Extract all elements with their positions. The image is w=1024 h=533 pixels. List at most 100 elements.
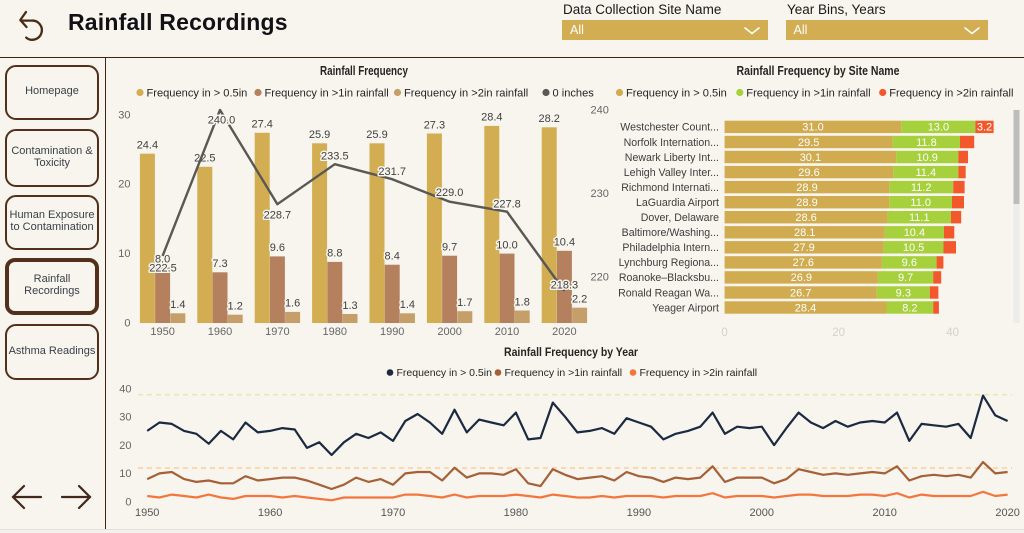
svg-text:1.3: 1.3 — [342, 300, 357, 312]
svg-text:Frequency in >1in rainfall: Frequency in >1in rainfall — [265, 88, 389, 100]
svg-text:11.8: 11.8 — [916, 137, 937, 149]
svg-text:1990: 1990 — [627, 507, 651, 519]
svg-text:11.0: 11.0 — [910, 197, 931, 209]
svg-text:9.6: 9.6 — [902, 257, 917, 269]
svg-text:1950: 1950 — [150, 326, 174, 338]
svg-text:27.6: 27.6 — [793, 257, 814, 269]
svg-text:Lynchburg Regiona...: Lynchburg Regiona... — [619, 257, 719, 269]
svg-text:Baltimore/Washing...: Baltimore/Washing... — [622, 227, 719, 239]
svg-text:20: 20 — [832, 327, 845, 339]
svg-text:1970: 1970 — [265, 326, 289, 338]
svg-text:10.4: 10.4 — [554, 237, 575, 249]
svg-text:2000: 2000 — [437, 326, 461, 338]
svg-text:Dover, Delaware: Dover, Delaware — [641, 212, 719, 224]
svg-text:28.2: 28.2 — [538, 113, 559, 125]
svg-text:8.0: 8.0 — [155, 253, 170, 265]
svg-text:Rainfall Frequency by Site Nam: Rainfall Frequency by Site Name — [737, 64, 900, 78]
svg-text:1960: 1960 — [208, 326, 232, 338]
svg-text:Frequency in >2in rainfall: Frequency in >2in rainfall — [404, 88, 528, 100]
svg-text:1950: 1950 — [135, 507, 159, 519]
svg-text:2010: 2010 — [872, 507, 896, 519]
svg-text:28.4: 28.4 — [481, 112, 502, 124]
svg-text:30.1: 30.1 — [800, 152, 821, 164]
svg-text:9.7: 9.7 — [898, 272, 913, 284]
svg-text:Frequency in >2in rainfall: Frequency in >2in rainfall — [640, 367, 758, 379]
svg-text:27.4: 27.4 — [251, 119, 272, 131]
svg-text:8.8: 8.8 — [327, 248, 342, 260]
svg-text:13.0: 13.0 — [928, 122, 949, 134]
svg-text:Yeager Airport: Yeager Airport — [652, 302, 719, 314]
svg-text:Lehigh Valley Inter...: Lehigh Valley Inter... — [624, 167, 719, 179]
svg-text:1970: 1970 — [381, 507, 405, 519]
svg-text:1.6: 1.6 — [285, 298, 300, 310]
svg-text:28.6: 28.6 — [795, 212, 816, 224]
svg-text:0: 0 — [125, 497, 131, 509]
svg-text:25.9: 25.9 — [309, 129, 330, 141]
svg-text:11.2: 11.2 — [911, 182, 932, 194]
svg-text:Philadelphia Intern...: Philadelphia Intern... — [622, 242, 719, 254]
svg-text:29.5: 29.5 — [798, 137, 819, 149]
svg-text:11.1: 11.1 — [909, 212, 930, 224]
svg-text:9.7: 9.7 — [442, 242, 457, 254]
svg-text:2020: 2020 — [995, 507, 1019, 519]
svg-text:Ronald Reagan Wa...: Ronald Reagan Wa... — [618, 287, 719, 299]
svg-text:218.3: 218.3 — [551, 280, 579, 292]
svg-text:26.9: 26.9 — [791, 272, 812, 284]
svg-text:0: 0 — [124, 318, 130, 330]
svg-text:2.2: 2.2 — [572, 294, 587, 306]
svg-text:1.2: 1.2 — [228, 301, 243, 313]
svg-text:26.7: 26.7 — [790, 287, 811, 299]
svg-text:7.3: 7.3 — [212, 258, 227, 270]
svg-text:28.4: 28.4 — [795, 302, 816, 314]
svg-text:25.9: 25.9 — [366, 129, 387, 141]
svg-text:Westchester Count...: Westchester Count... — [620, 122, 719, 134]
svg-text:240.0: 240.0 — [208, 115, 236, 127]
svg-text:1.4: 1.4 — [170, 299, 185, 311]
svg-text:Newark Liberty Int...: Newark Liberty Int... — [625, 152, 719, 164]
svg-text:233.5: 233.5 — [321, 151, 349, 163]
svg-text:Rainfall Frequency by Year: Rainfall Frequency by Year — [504, 345, 638, 359]
svg-text:Frequency in > 0.5in: Frequency in > 0.5in — [397, 367, 493, 379]
svg-text:11.4: 11.4 — [916, 167, 937, 179]
svg-text:222.5: 222.5 — [149, 263, 177, 275]
svg-text:Norfolk Internation...: Norfolk Internation... — [624, 137, 719, 149]
svg-text:27.9: 27.9 — [793, 242, 814, 254]
svg-text:20: 20 — [119, 440, 131, 452]
svg-text:10: 10 — [119, 468, 131, 480]
svg-text:Frequency in > 0.5in: Frequency in > 0.5in — [147, 88, 248, 100]
svg-text:10: 10 — [118, 248, 130, 260]
svg-text:31.0: 31.0 — [802, 122, 823, 134]
svg-text:40: 40 — [119, 383, 131, 395]
svg-text:1.7: 1.7 — [457, 297, 472, 309]
svg-text:8.2: 8.2 — [902, 302, 917, 314]
svg-text:9.3: 9.3 — [896, 287, 911, 299]
svg-text:Frequency in >1in rainfall: Frequency in >1in rainfall — [505, 367, 623, 379]
svg-text:229.0: 229.0 — [436, 187, 464, 199]
svg-text:Frequency in >1in rainfall: Frequency in >1in rainfall — [746, 88, 870, 100]
svg-text:2020: 2020 — [552, 326, 576, 338]
svg-text:Frequency in > 0.5in: Frequency in > 0.5in — [626, 88, 727, 100]
svg-text:29.6: 29.6 — [798, 167, 819, 179]
svg-text:1960: 1960 — [258, 507, 282, 519]
svg-text:1.8: 1.8 — [515, 296, 530, 308]
svg-text:1980: 1980 — [504, 507, 528, 519]
svg-text:227.8: 227.8 — [493, 199, 521, 211]
svg-text:28.9: 28.9 — [796, 197, 817, 209]
svg-text:40: 40 — [946, 327, 959, 339]
svg-text:Richmond Internati...: Richmond Internati... — [621, 182, 719, 194]
svg-text:8.4: 8.4 — [385, 251, 400, 263]
svg-text:228.7: 228.7 — [264, 210, 292, 222]
svg-text:230: 230 — [591, 188, 609, 200]
svg-text:1.4: 1.4 — [400, 299, 415, 311]
svg-text:240: 240 — [591, 105, 609, 117]
svg-text:10.9: 10.9 — [916, 152, 937, 164]
svg-text:30: 30 — [119, 412, 131, 424]
svg-text:2000: 2000 — [750, 507, 774, 519]
svg-text:0 inches: 0 inches — [553, 88, 595, 100]
svg-text:2010: 2010 — [495, 326, 519, 338]
svg-text:1990: 1990 — [380, 326, 404, 338]
svg-text:20: 20 — [118, 179, 130, 191]
svg-text:27.3: 27.3 — [424, 119, 445, 131]
svg-text:Roanoke–Blacksbu...: Roanoke–Blacksbu... — [619, 272, 719, 284]
svg-text:Rainfall Frequency: Rainfall Frequency — [320, 64, 408, 78]
